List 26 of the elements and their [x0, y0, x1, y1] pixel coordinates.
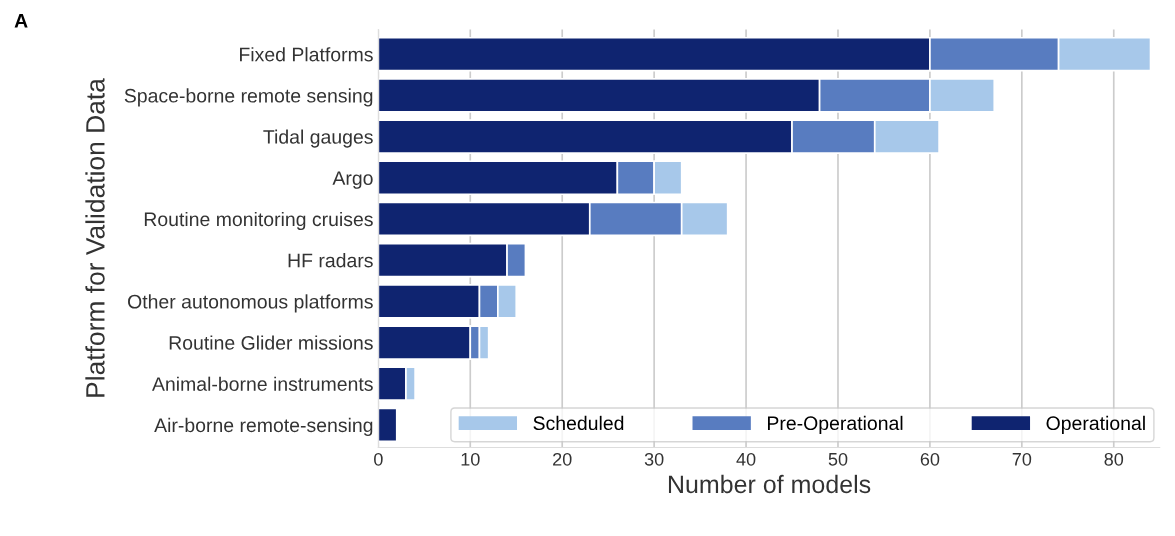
x-tick-label: 0 [374, 452, 383, 466]
legend-label: Pre-Operational [768, 415, 903, 434]
legend-label: Operational [1046, 415, 1145, 434]
y-tick-label: Fixed Platforms [240, 47, 373, 62]
y-tick-label: Air-borne remote-sensing [154, 417, 373, 436]
x-tick-label: 30 [644, 452, 664, 466]
y-tick-label: Animal-borne instruments [152, 376, 373, 391]
y-tick-label: Tidal gauges [263, 129, 373, 148]
x-tick-label: 80 [1104, 452, 1124, 466]
x-tick-label: 50 [828, 452, 848, 466]
y-axis-title: Platform for Validation Data [85, 78, 105, 397]
x-tick-label: 20 [553, 452, 572, 466]
x-axis-title: Number of models [668, 474, 871, 494]
y-tick-label: HF radars [288, 253, 373, 268]
text: A [14, 14, 28, 28]
legend-label: Scheduled [533, 415, 624, 431]
bar [378, 407, 398, 443]
y-tick-label: Argo [332, 171, 373, 189]
x-tick-label: 10 [461, 452, 480, 466]
y-tick-label: Routine monitoring cruises [144, 211, 373, 231]
y-tick-label: Routine Glider missions [169, 335, 373, 350]
x-tick-label: 40 [736, 452, 756, 466]
y-tick-label: Other autonomous platforms [128, 294, 373, 313]
x-tick-label: 70 [1012, 452, 1032, 466]
x-tick-label: 60 [920, 452, 940, 466]
y-tick-label: Space-borne remote sensing [124, 88, 373, 107]
